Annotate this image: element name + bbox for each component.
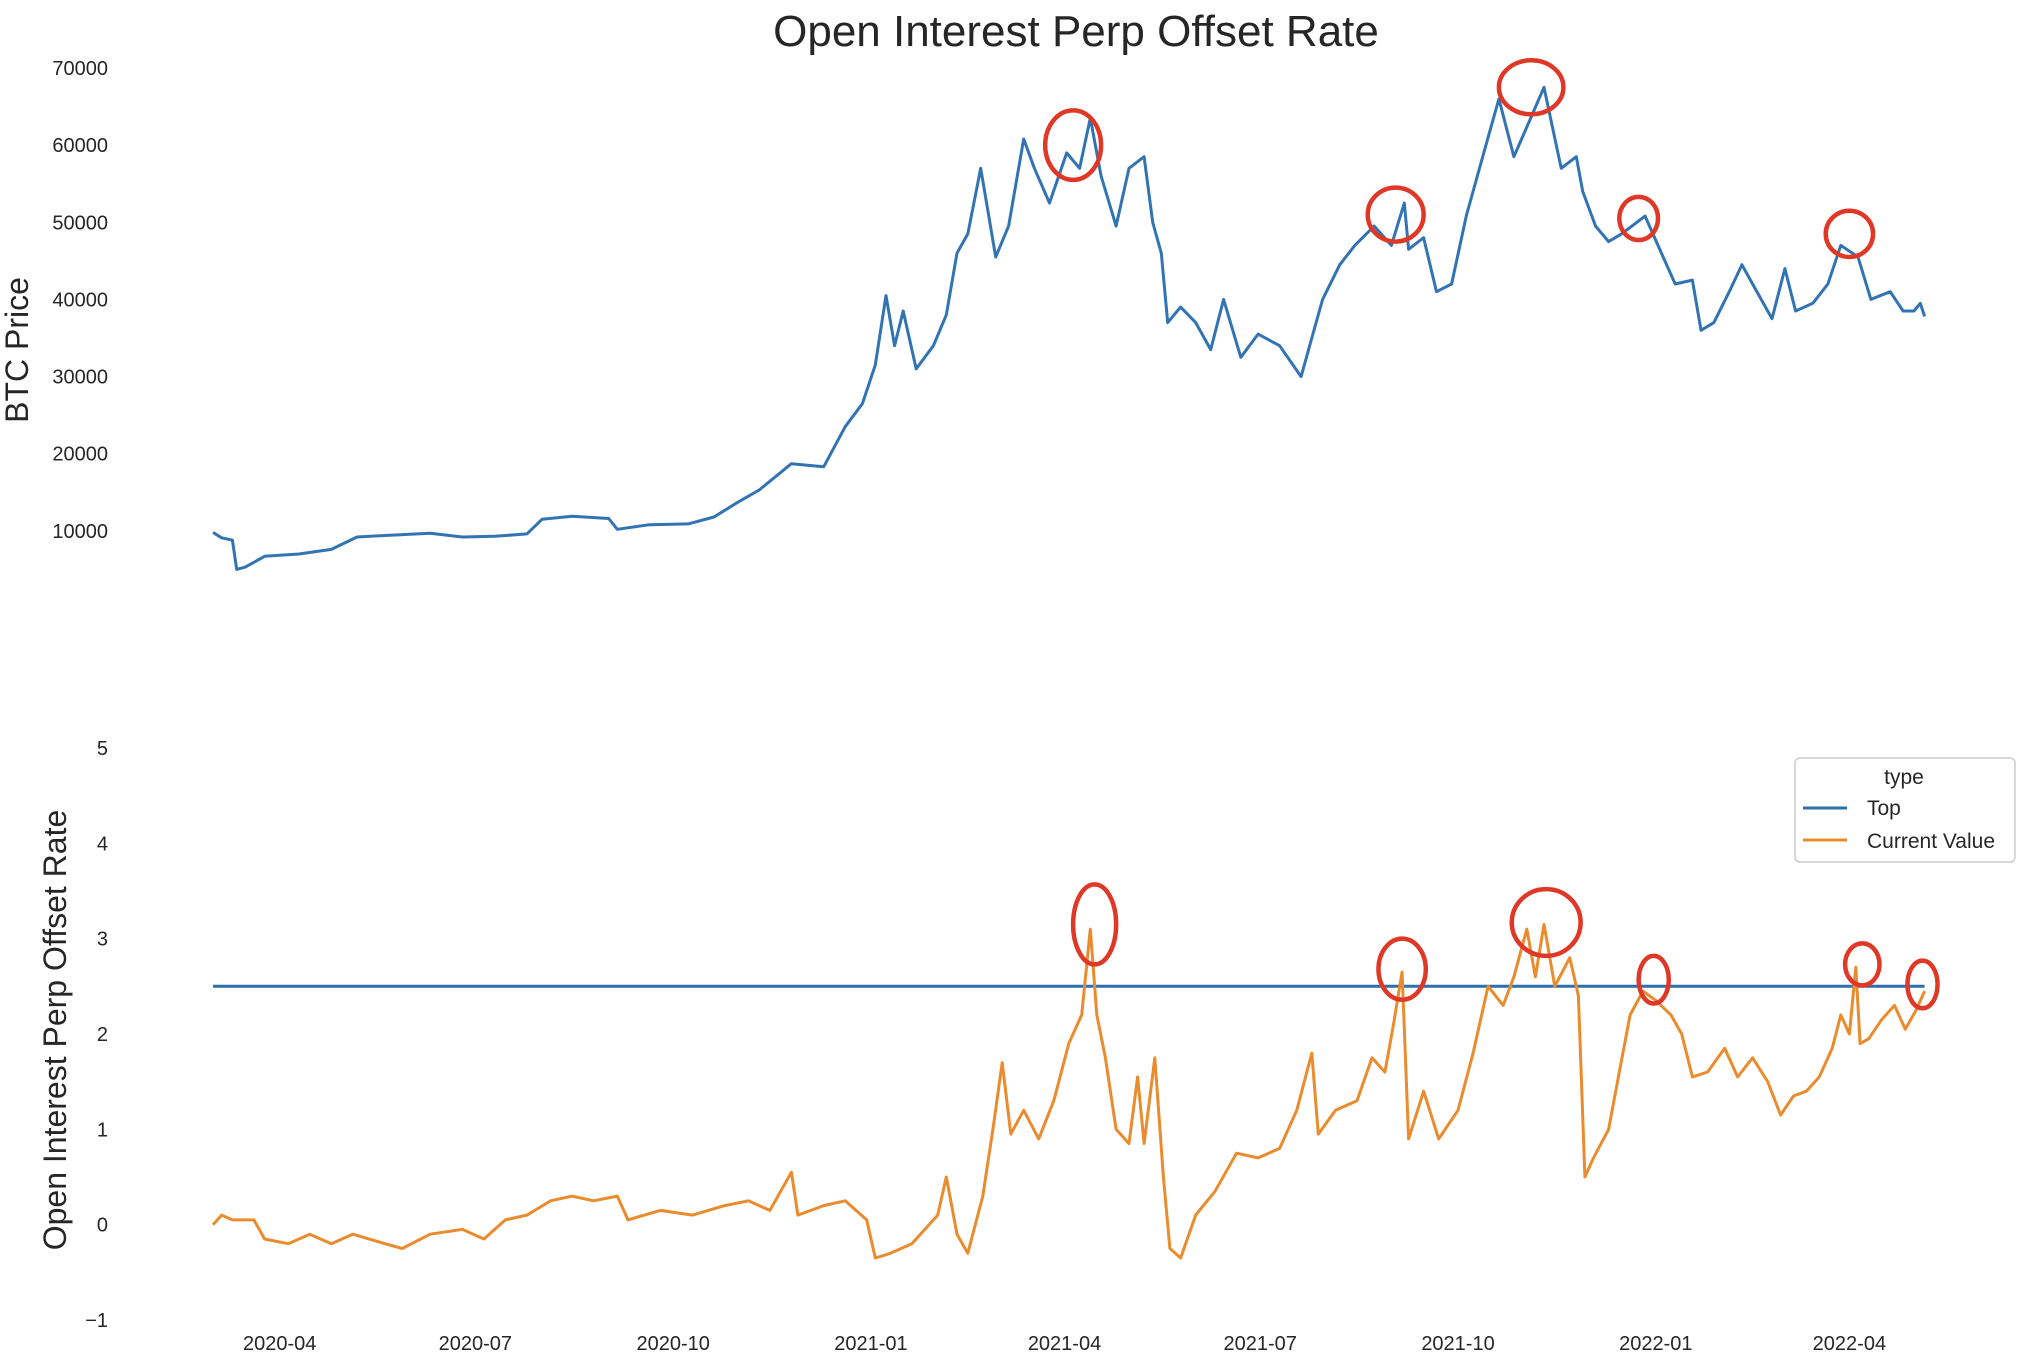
price-y-tick-label: 30000 [52,367,108,389]
btc-price-line [212,85,1927,571]
current-value-line [211,922,1926,1260]
rate-x-tick-label: 2020-07 [439,1333,512,1355]
highlight-circle [1842,941,1882,988]
price-y-tick-label: 70000 [52,58,108,80]
highlight-circle [1365,185,1426,244]
highlight-circle [1823,208,1876,260]
rate-y-tick-label: 4 [97,833,108,855]
highlight-circle [1376,936,1429,1002]
rate-y-tick-label: 1 [97,1119,108,1141]
price-y-tick-label: 50000 [52,212,108,234]
rate-x-tick-label: 2021-04 [1028,1333,1101,1355]
highlight-circle [1509,886,1583,959]
legend-label-top: Top [1867,797,1901,820]
rate-y-tick-label: 0 [97,1215,108,1237]
rate-x-tick-label: 2022-04 [1813,1333,1886,1355]
rate-x-tick-label: 2020-10 [636,1333,709,1355]
rate-x-tick-label: 2021-10 [1421,1333,1494,1355]
rate-y-tick-label: 2 [97,1024,108,1046]
rate-x-tick-label: 2022-01 [1619,1333,1692,1355]
rate-y-tick-label: −1 [85,1310,108,1332]
offset-rate-y-axis-label: Open Interest Perp Offset Rate [37,810,73,1251]
price-panel: BTC Price 10000 20000 30000 40000 50000 60000… [0,58,1927,571]
rate-x-tick-label: 2021-01 [834,1333,907,1355]
highlight-circle [1636,953,1672,1006]
rate-y-tick-label: 3 [97,929,108,951]
legend-title: type [1884,766,1924,789]
highlight-circle [1070,882,1119,967]
legend-frame [1794,757,2016,863]
chart-title: Open Interest Perp Offset Rate [773,7,1379,56]
price-y-tick-label: 60000 [52,135,108,157]
rate-x-tick-label: 2021-07 [1223,1333,1296,1355]
rate-y-tick-label: 5 [97,738,108,760]
highlight-circle [1905,958,1940,1011]
price-y-tick-label: 10000 [52,521,108,543]
offset-rate-panel: Open Interest Perp Offset Rate −1 0 1 2 3 4 5 2… [37,738,1940,1355]
highlight-circle [1042,108,1104,183]
highlight-circle [1617,194,1661,243]
price-y-axis-label: BTC Price [0,277,35,423]
rate-x-tick-label: 2020-04 [243,1333,316,1355]
price-y-tick-label: 40000 [52,289,108,311]
legend: type Top Current Value [1794,757,2016,863]
price-y-tick-label: 20000 [52,444,108,466]
legend-label-current-value: Current Value [1867,830,1995,853]
highlight-circle [1496,58,1566,117]
